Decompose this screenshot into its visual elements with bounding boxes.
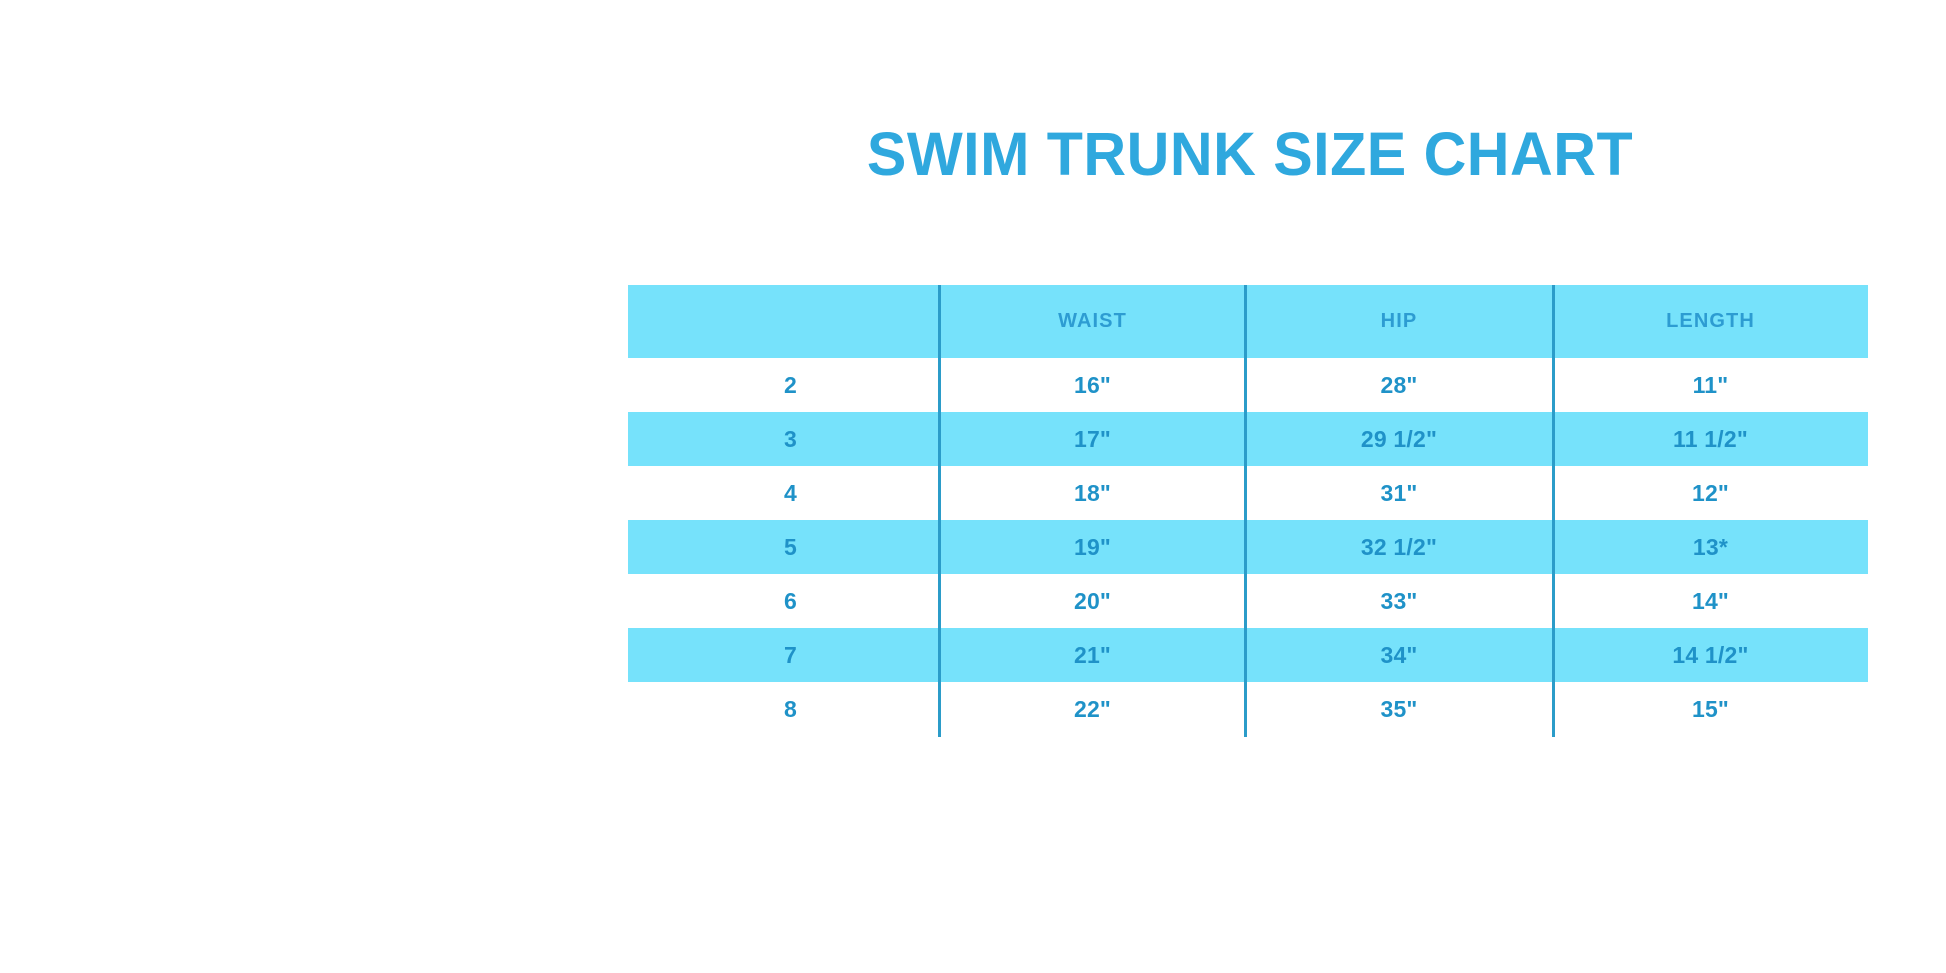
cell-waist: 16" bbox=[940, 358, 1245, 412]
cell-length: 15" bbox=[1553, 682, 1868, 736]
cell-waist: 22" bbox=[940, 682, 1245, 736]
table-row: 4 18" 31" 12" bbox=[628, 466, 1868, 520]
cell-hip: 34" bbox=[1245, 628, 1553, 682]
cell-length: 13* bbox=[1553, 520, 1868, 574]
cell-size: 3 bbox=[628, 412, 940, 466]
cell-size: 7 bbox=[628, 628, 940, 682]
cell-waist: 20" bbox=[940, 574, 1245, 628]
size-chart-table: WAIST HIP LENGTH 2 16" 28" 11" 3 17" 29 … bbox=[628, 285, 1868, 736]
cell-length: 14 1/2" bbox=[1553, 628, 1868, 682]
table-row: 5 19" 32 1/2" 13* bbox=[628, 520, 1868, 574]
table-row: 8 22" 35" 15" bbox=[628, 682, 1868, 736]
table-row: 2 16" 28" 11" bbox=[628, 358, 1868, 412]
cell-hip: 28" bbox=[1245, 358, 1553, 412]
column-header-length: LENGTH bbox=[1553, 285, 1868, 358]
table-body: 2 16" 28" 11" 3 17" 29 1/2" 11 1/2" 4 18… bbox=[628, 358, 1868, 736]
cell-hip: 33" bbox=[1245, 574, 1553, 628]
cell-length: 11 1/2" bbox=[1553, 412, 1868, 466]
table-row: 7 21" 34" 14 1/2" bbox=[628, 628, 1868, 682]
cell-waist: 18" bbox=[940, 466, 1245, 520]
cell-waist: 17" bbox=[940, 412, 1245, 466]
cell-length: 12" bbox=[1553, 466, 1868, 520]
cell-size: 4 bbox=[628, 466, 940, 520]
column-header-size bbox=[628, 285, 940, 358]
table-row: 6 20" 33" 14" bbox=[628, 574, 1868, 628]
size-chart-table-container: WAIST HIP LENGTH 2 16" 28" 11" 3 17" 29 … bbox=[628, 285, 1868, 736]
column-header-hip: HIP bbox=[1245, 285, 1553, 358]
column-divider-1 bbox=[938, 285, 941, 737]
column-divider-2 bbox=[1244, 285, 1247, 737]
cell-hip: 32 1/2" bbox=[1245, 520, 1553, 574]
table-header-row: WAIST HIP LENGTH bbox=[628, 285, 1868, 358]
cell-hip: 29 1/2" bbox=[1245, 412, 1553, 466]
table-row: 3 17" 29 1/2" 11 1/2" bbox=[628, 412, 1868, 466]
cell-waist: 19" bbox=[940, 520, 1245, 574]
table-header: WAIST HIP LENGTH bbox=[628, 285, 1868, 358]
cell-size: 2 bbox=[628, 358, 940, 412]
cell-hip: 35" bbox=[1245, 682, 1553, 736]
column-header-waist: WAIST bbox=[940, 285, 1245, 358]
cell-waist: 21" bbox=[940, 628, 1245, 682]
cell-size: 5 bbox=[628, 520, 940, 574]
cell-length: 11" bbox=[1553, 358, 1868, 412]
column-divider-3 bbox=[1552, 285, 1555, 737]
cell-size: 8 bbox=[628, 682, 940, 736]
cell-length: 14" bbox=[1553, 574, 1868, 628]
page-title: SWIM TRUNK SIZE CHART bbox=[866, 119, 1634, 188]
cell-hip: 31" bbox=[1245, 466, 1553, 520]
cell-size: 6 bbox=[628, 574, 940, 628]
